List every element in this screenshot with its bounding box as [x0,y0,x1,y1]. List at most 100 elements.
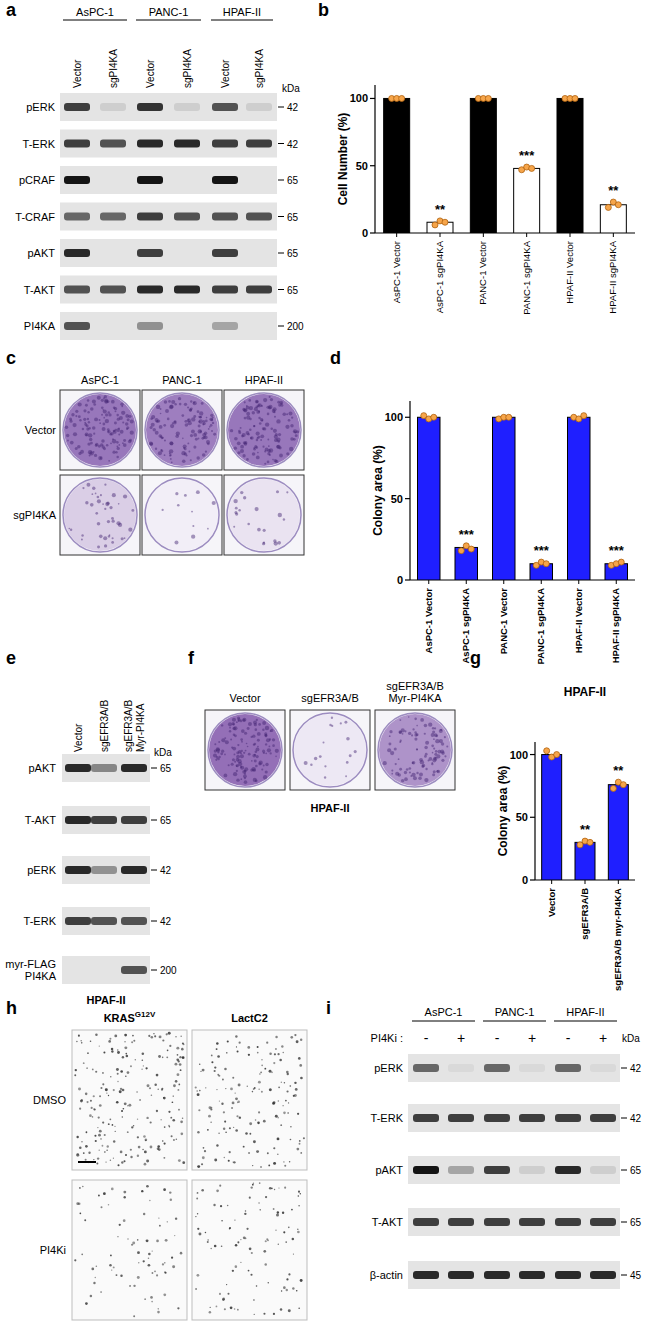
cell-dot [79,1187,81,1189]
colony-texture [256,747,260,751]
colony-texture [231,763,234,766]
colony-texture [167,418,170,421]
colony-texture [102,423,105,426]
colony-texture [324,765,326,767]
treatment-sign: - [424,1030,429,1046]
x-tick [616,580,617,584]
band [212,213,238,221]
band [212,249,238,257]
colony-texture [228,722,232,726]
colony-texture [262,446,264,448]
cell-dot [260,1166,262,1168]
colony-texture [233,726,237,730]
cell-dot [165,1272,167,1274]
cell-dot [105,1088,108,1091]
colony-texture [169,441,173,445]
colony-texture [109,433,111,435]
colony-texture [272,738,275,741]
cell-dot [197,1213,198,1214]
blot-strip [408,1261,620,1289]
cell-dot [141,1059,143,1061]
colony-texture [331,717,333,719]
colony-texture [170,424,174,428]
band [413,1166,439,1174]
band [590,1218,616,1226]
colony-texture [118,503,120,505]
cell-dot [104,1134,106,1136]
cell-dot [283,1161,284,1162]
cell-dot [86,1131,88,1133]
colony-texture [241,741,243,743]
y-tick [530,754,535,755]
colony-texture [174,420,177,423]
band [64,176,90,184]
cell-dot [297,1113,299,1115]
colony-texture [269,396,271,398]
cell-dot [127,1105,128,1106]
lane-label: Vector [220,59,231,88]
cell-dot [133,1040,135,1042]
colony-texture [228,764,230,766]
cell-dot [214,1070,216,1072]
colony-texture [433,747,435,749]
kda-label: 45 [630,1270,642,1281]
colony-texture [70,420,73,423]
cell-dot [171,1135,173,1137]
colony-texture [118,444,120,446]
band [246,140,272,148]
colony-texture [102,409,104,411]
colony-stain [146,394,218,466]
replicate-point [620,782,626,788]
cell-dot [93,1108,95,1110]
row-label: T-AKT [25,814,56,826]
cell-dot [296,1040,299,1043]
treatment-sign: + [457,1030,465,1046]
colony-texture [295,434,298,437]
colony-texture [112,451,115,454]
colony-texture [112,520,115,523]
cell-dot [129,1285,131,1287]
cell-dot [237,1102,238,1103]
colony-texture [276,419,280,423]
kda-label: 65 [630,1165,642,1176]
cell-dot [90,1100,92,1102]
colony-texture [80,450,84,454]
colony-texture [233,526,235,528]
cell-dot [230,1088,233,1091]
cell-dot [151,1036,154,1039]
cell-dot [94,1109,96,1111]
colony-texture [191,534,195,538]
kda-label: 200 [160,965,177,976]
colony-texture [268,406,271,409]
colony-texture [267,452,270,455]
cell-dot [229,1228,231,1230]
colony-texture [116,441,119,444]
cell-dot [110,1076,111,1077]
colony-texture [387,748,391,752]
cell-dot [168,1111,170,1113]
colony-texture [399,768,402,771]
cell-dot [96,1266,98,1268]
colony-texture [394,748,397,751]
colony-texture [67,440,69,442]
colony-texture [155,448,157,450]
colony-texture [234,446,237,449]
colony-texture [87,483,91,487]
y-tick-label: 50 [516,811,528,823]
kda-label: 42 [630,1063,642,1074]
well-rim [293,713,367,787]
colony-texture [256,456,260,460]
colony-texture [108,535,110,537]
cell-dot [110,1255,112,1257]
colony-texture [213,433,216,436]
cell-dot [266,1042,268,1044]
cell-dot [182,1118,184,1120]
colony-texture [398,758,400,760]
colony-texture [258,762,261,765]
cell-dot [98,1195,100,1197]
colony-texture [388,742,391,745]
colony-texture [244,417,247,420]
cell-dot [126,1055,129,1058]
band [137,322,163,330]
colony-texture [164,400,167,404]
